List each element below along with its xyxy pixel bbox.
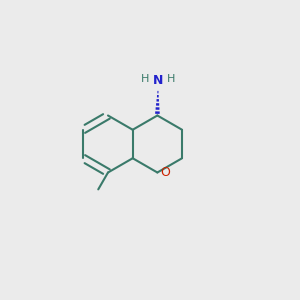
Text: O: O xyxy=(160,166,169,179)
Text: H: H xyxy=(141,74,149,84)
Text: H: H xyxy=(167,74,175,84)
Text: N: N xyxy=(153,74,163,87)
